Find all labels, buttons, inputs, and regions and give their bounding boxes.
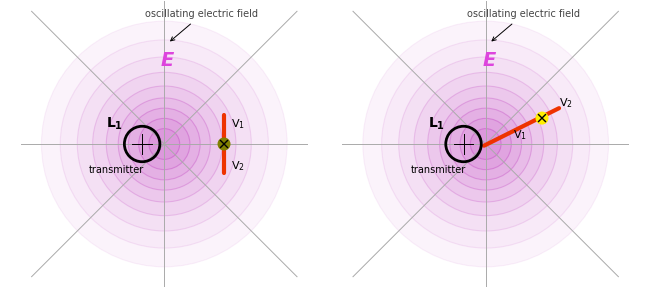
Circle shape (129, 108, 200, 180)
Circle shape (439, 98, 532, 190)
Text: V$_1$: V$_1$ (513, 128, 527, 142)
Circle shape (138, 118, 190, 170)
Circle shape (414, 72, 557, 216)
Circle shape (107, 86, 222, 202)
Text: $\mathbf{L_1}$: $\mathbf{L_1}$ (107, 115, 124, 132)
Text: E: E (161, 51, 174, 70)
Circle shape (471, 129, 501, 159)
Circle shape (382, 40, 590, 248)
Text: V$_2$: V$_2$ (231, 159, 244, 173)
Circle shape (363, 21, 608, 267)
Circle shape (536, 112, 548, 124)
Text: E: E (482, 51, 496, 70)
Circle shape (398, 57, 573, 231)
Text: $\mathbf{L_1}$: $\mathbf{L_1}$ (428, 115, 445, 132)
Circle shape (460, 118, 512, 170)
Text: V$_2$: V$_2$ (559, 96, 573, 110)
Circle shape (42, 21, 287, 267)
Text: oscillating electric field: oscillating electric field (467, 10, 580, 41)
Circle shape (450, 108, 521, 180)
Text: transmitter: transmitter (89, 164, 144, 175)
Circle shape (118, 98, 211, 190)
Text: oscillating electric field: oscillating electric field (146, 10, 258, 41)
Text: V$_1$: V$_1$ (231, 117, 245, 131)
Circle shape (77, 57, 252, 231)
Circle shape (218, 138, 230, 150)
Text: transmitter: transmitter (410, 164, 465, 175)
Circle shape (93, 72, 236, 216)
Circle shape (428, 86, 543, 202)
Circle shape (149, 129, 179, 159)
Circle shape (60, 40, 268, 248)
